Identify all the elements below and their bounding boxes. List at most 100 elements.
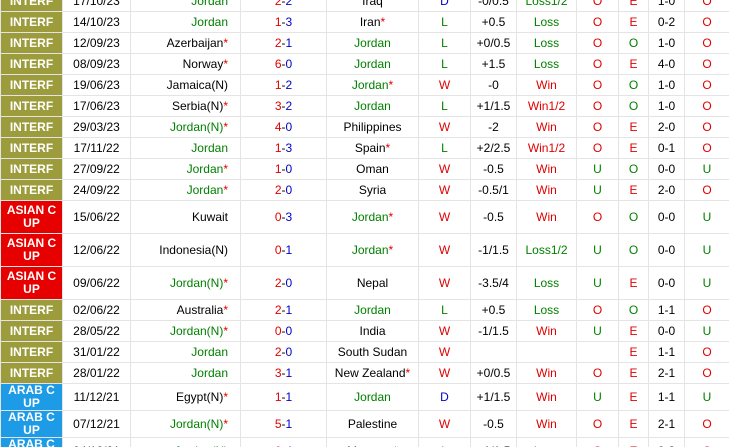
half-over-under: U [684, 320, 729, 342]
match-row: INTERF 29/03/23 Jordan(N)* 4-0 Philippines W -… [0, 116, 729, 138]
result: L [418, 11, 471, 33]
away-team: Jordan [326, 53, 419, 75]
away-team: Jordan* [326, 74, 419, 96]
score: 4-0 [240, 116, 327, 138]
handicap: -2 [470, 116, 517, 138]
handicap-result: Loss [516, 32, 577, 54]
handicap-result: Loss [516, 53, 577, 75]
half-over-under: O [684, 137, 729, 159]
over-under: U [576, 266, 619, 300]
handicap: +1/1.5 [470, 95, 517, 117]
half-time: 1-0 [648, 95, 685, 117]
odd-even: E [618, 53, 649, 75]
match-row: INTERF 17/11/22 Jordan 1-3 Spain* L +2/2.5 Win1… [0, 137, 729, 159]
result: W [418, 410, 471, 438]
over-under: O [576, 200, 619, 234]
home-team: Azerbaijan* [130, 32, 241, 54]
over-under: O [576, 0, 619, 12]
half-over-under: O [684, 437, 729, 447]
away-team: Iraq [326, 0, 419, 12]
half-time: 1-1 [648, 383, 685, 411]
home-team: Jamaica(N) [130, 74, 241, 96]
score: 0-1 [240, 233, 327, 267]
half-over-under: U [684, 158, 729, 180]
match-row: INTERF 28/01/22 Jordan 3-1 New Zealand* W +0/0… [0, 362, 729, 384]
date: 09/06/22 [62, 266, 131, 300]
date: 02/06/22 [62, 299, 131, 321]
handicap-result: Win [516, 410, 577, 438]
away-team: New Zealand* [326, 362, 419, 384]
home-team: Jordan(N)* [130, 116, 241, 138]
date: 11/12/21 [62, 383, 131, 411]
score: 2-2 [240, 0, 327, 12]
result: L [418, 53, 471, 75]
away-team: Jordan* [326, 200, 419, 234]
over-under [576, 341, 619, 363]
match-row: ARAB CUP 07/12/21 Jordan(N)* 5-1 Palestine W -… [0, 410, 729, 438]
score: 1-0 [240, 158, 327, 180]
competition: INTERF [0, 11, 63, 33]
date: 04/12/21 [62, 437, 131, 447]
competition: INTERF [0, 95, 63, 117]
half-over-under: O [684, 32, 729, 54]
competition: INTERF [0, 116, 63, 138]
result: W [418, 362, 471, 384]
home-team: Jordan* [130, 158, 241, 180]
away-team: Palestine [326, 410, 419, 438]
handicap-result: Loss [516, 299, 577, 321]
odd-even: O [618, 158, 649, 180]
date: 07/12/21 [62, 410, 131, 438]
home-team: Jordan [130, 137, 241, 159]
match-row: ASIAN CUP 09/06/22 Jordan(N)* 2-0 Nepal W -3.5… [0, 266, 729, 300]
result: W [418, 320, 471, 342]
handicap-result: Loss [516, 11, 577, 33]
handicap-result: Win1/2 [516, 137, 577, 159]
away-team: Iran* [326, 11, 419, 33]
home-team: Australia* [130, 299, 241, 321]
over-under: O [576, 74, 619, 96]
competition: INTERF [0, 320, 63, 342]
match-row: INTERF 19/06/23 Jamaica(N) 1-2 Jordan* W -0 Win… [0, 74, 729, 96]
handicap [470, 341, 517, 363]
handicap: +0.5 [470, 11, 517, 33]
handicap-result: Win [516, 200, 577, 234]
away-team: Nepal [326, 266, 419, 300]
half-time: 1-0 [648, 74, 685, 96]
competition: INTERF [0, 32, 63, 54]
half-over-under: O [684, 299, 729, 321]
half-time: 0-3 [648, 437, 685, 447]
handicap: -0.5 [470, 200, 517, 234]
half-time: 2-1 [648, 362, 685, 384]
match-row: ASIAN CUP 15/06/22 Kuwait 0-3 Jordan* W -0.5 Wi… [0, 200, 729, 234]
competition: ASIAN CUP [0, 200, 63, 234]
half-over-under: U [684, 266, 729, 300]
result: W [418, 233, 471, 267]
over-under: O [576, 11, 619, 33]
result: W [418, 179, 471, 201]
half-over-under: O [684, 341, 729, 363]
home-team: Jordan(N) [130, 437, 241, 447]
home-team: Egypt(N)* [130, 383, 241, 411]
score: 2-0 [240, 266, 327, 300]
half-time: 1-1 [648, 299, 685, 321]
score: 1-2 [240, 74, 327, 96]
handicap: -0.5 [470, 158, 517, 180]
handicap-result: Win [516, 383, 577, 411]
away-team: Syria [326, 179, 419, 201]
match-row: ARAB CUP04/12/21Jordan(N)0-4Morocco*L+1/… [0, 437, 729, 447]
handicap: -1/1.5 [470, 320, 517, 342]
handicap: -3.5/4 [470, 266, 517, 300]
half-over-under: O [684, 362, 729, 384]
competition: ARAB CUP [0, 383, 63, 411]
over-under: O [576, 410, 619, 438]
result: L [418, 32, 471, 54]
date: 28/01/22 [62, 362, 131, 384]
odd-even: O [618, 95, 649, 117]
score: 2-1 [240, 299, 327, 321]
away-team: Jordan [326, 95, 419, 117]
date: 15/06/22 [62, 200, 131, 234]
competition: INTERF [0, 179, 63, 201]
result: W [418, 341, 471, 363]
away-team: Spain* [326, 137, 419, 159]
